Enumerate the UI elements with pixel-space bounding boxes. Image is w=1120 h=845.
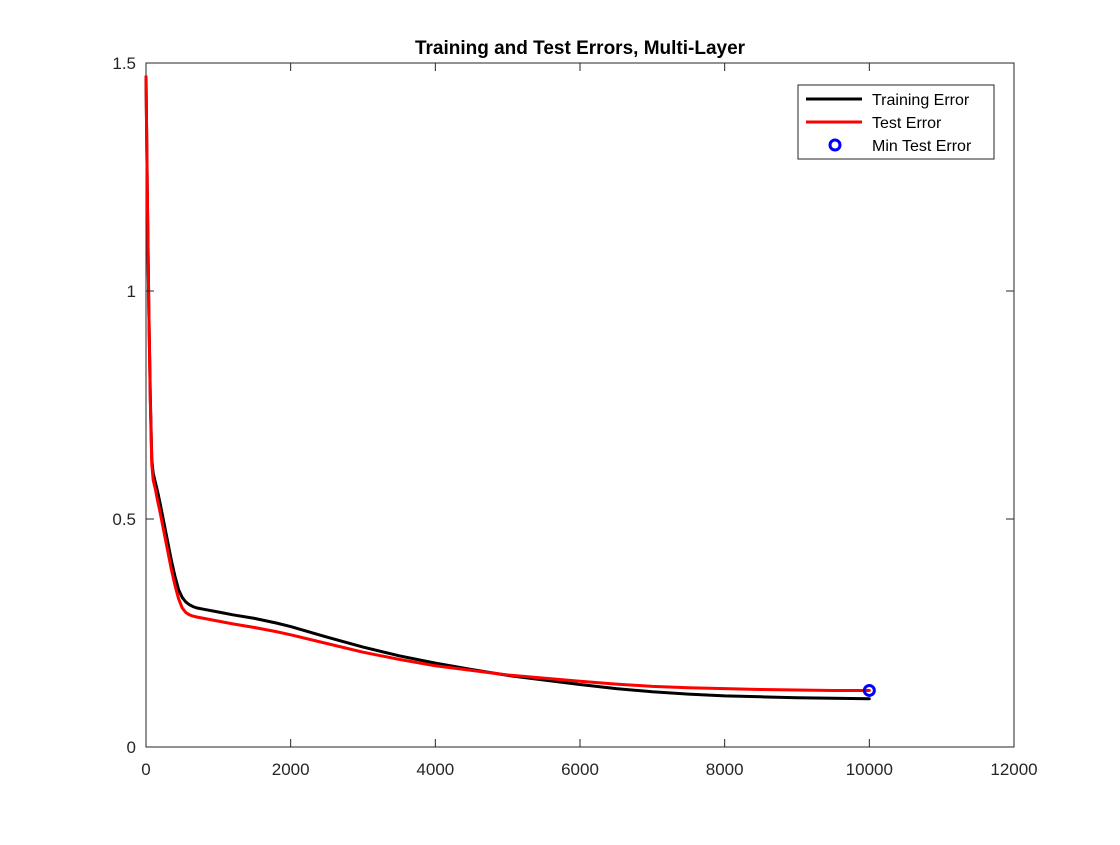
- y-tick-label: 0.5: [112, 510, 136, 529]
- x-tick-label: 4000: [416, 760, 454, 779]
- axes-background: [145, 62, 1015, 748]
- y-tick-label: 1.5: [112, 54, 136, 73]
- x-tick-label: 12000: [990, 760, 1037, 779]
- legend-swatch-marker: [828, 138, 842, 152]
- plot-layer: [144, 75, 876, 701]
- legend-label: Min Test Error: [872, 138, 972, 155]
- series-line-test-error: [144, 75, 871, 692]
- x-tick-label: 2000: [272, 760, 310, 779]
- y-tick-label: 1: [127, 282, 136, 301]
- x-tick-label: 0: [141, 760, 150, 779]
- axes-box: [145, 62, 1015, 748]
- legend: Training Error Test Error Min Test Error: [797, 84, 995, 160]
- legend-label: Training Error: [872, 92, 970, 109]
- x-tick-label: 10000: [846, 760, 893, 779]
- x-tick-label: 6000: [561, 760, 599, 779]
- min-test-error-marker: [862, 683, 876, 697]
- y-tick-label: 0: [127, 738, 136, 757]
- chart-title: Training and Test Errors, Multi-Layer: [415, 38, 746, 59]
- ticks-layer: 0 2000 4000 6000 8000 10000 12000 0 0.5 1 1.5: [112, 54, 1037, 779]
- legend-label: Test Error: [872, 115, 942, 132]
- x-tick-label: 8000: [706, 760, 744, 779]
- series-line-training-error: [144, 75, 871, 701]
